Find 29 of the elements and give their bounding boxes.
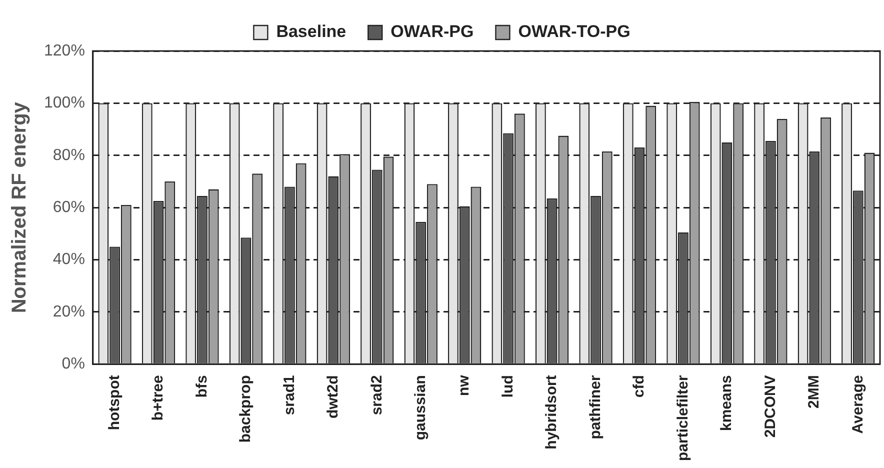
x-tick-label: cfd [630, 375, 648, 398]
legend-label: OWAR-PG [390, 22, 474, 42]
y-tick-label: 0% [62, 356, 85, 373]
x-tick-label: srad2 [368, 375, 386, 416]
x-tick-label: hybridsort [543, 375, 560, 450]
y-tick-label: 100% [44, 94, 85, 112]
x-tick-label: backprop [237, 375, 254, 443]
x-tick-label: 2DCONV [762, 375, 779, 438]
y-tick-label: 20% [52, 303, 85, 320]
x-tick-label: Average [849, 375, 866, 434]
y-tick-label: 60% [52, 198, 85, 216]
x-tick-label: nw [456, 374, 473, 396]
y-tick-label: 80% [52, 146, 85, 164]
x-tick-label: pathfiner [586, 374, 604, 440]
y-axis-title: Normalized RF energy [8, 101, 31, 314]
x-tick-label: gaussian [412, 375, 430, 440]
x-tick-label: dwt2d [324, 375, 342, 418]
x-tick-label: 2MM [806, 375, 823, 408]
x-tick-label: lud [499, 375, 516, 398]
legend-label: Baseline [276, 22, 346, 42]
x-tick-label: b+tree [150, 375, 167, 421]
y-tick-label: 40% [52, 251, 85, 268]
x-tick-label: bfs [193, 375, 210, 398]
x-tick-label: kmeans [718, 375, 736, 432]
x-tick-label: hotspot [106, 375, 123, 430]
legend-label: OWAR-TO-PG [518, 22, 630, 42]
y-tick-label: 120% [44, 42, 85, 60]
x-tick-label: srad1 [280, 375, 298, 416]
x-tick-label: particlefilter [674, 374, 692, 462]
